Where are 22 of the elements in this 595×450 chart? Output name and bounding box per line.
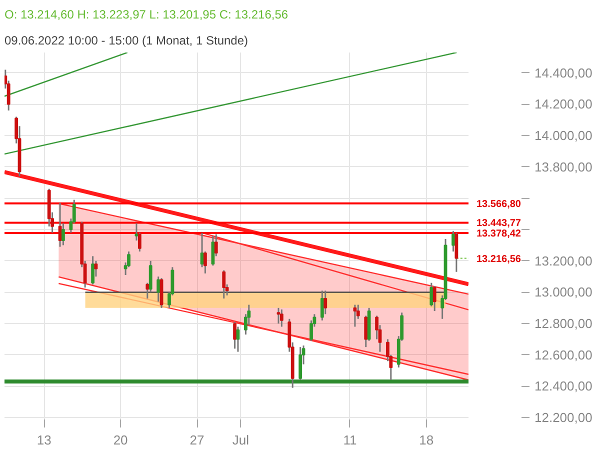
y-tick-label: 12.400,00 bbox=[534, 378, 592, 394]
x-tick-label: 11 bbox=[343, 432, 357, 448]
y-tick-label: 12.200,00 bbox=[534, 410, 592, 426]
x-tick-label: Jul bbox=[232, 432, 250, 448]
y-tick-label: 14.200,00 bbox=[534, 96, 592, 112]
y-tick-label: 13.200,00 bbox=[534, 253, 592, 268]
chart-title: O: 13.214,60 H: 13.223,97 L: 13.201,95 C: 13.216,56 bbox=[4, 8, 288, 22]
ref-line-label: 13.443,77 bbox=[476, 218, 522, 230]
y-tick-label: 14.400,00 bbox=[534, 65, 592, 80]
y-tick-label: 13.800,00 bbox=[534, 159, 592, 174]
x-tick-label: 13 bbox=[36, 432, 52, 448]
annotation: 13.216,56 bbox=[476, 254, 522, 265]
ref-line-label: 13.378,42 bbox=[476, 228, 522, 240]
y-tick-label: 12.800,00 bbox=[534, 316, 592, 332]
x-tick-label: 18 bbox=[419, 432, 434, 448]
y-tick-label: 13.000,00 bbox=[534, 284, 592, 300]
x-tick-label: 20 bbox=[113, 432, 128, 448]
chart-subtitle: 09.06.2022 10:00 - 15:00 (1 Monat, 1 Stunde) bbox=[4, 34, 248, 48]
y-tick-label: 12.600,00 bbox=[534, 347, 592, 362]
x-tick-label: 27 bbox=[190, 432, 204, 448]
ref-line-label: 13.566,80 bbox=[476, 198, 522, 210]
y-tick-label: 14.000,00 bbox=[534, 128, 592, 144]
